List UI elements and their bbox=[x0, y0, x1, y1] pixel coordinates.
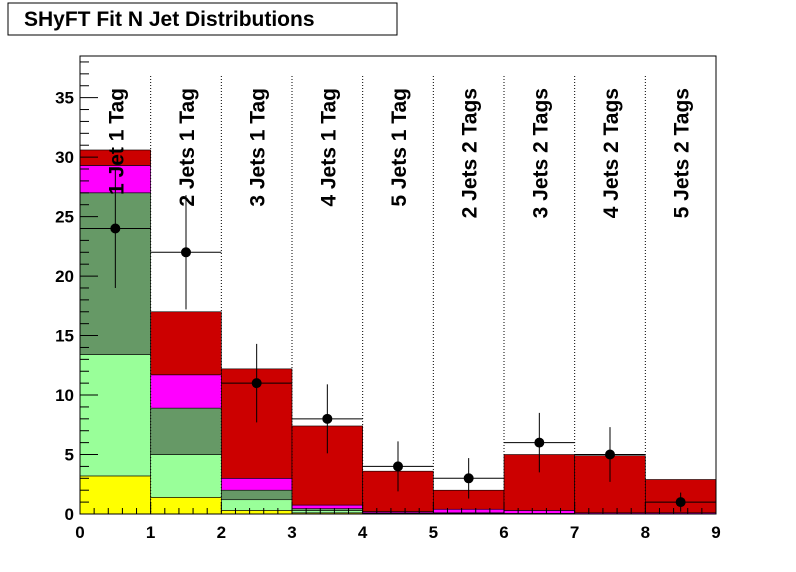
bar-series-3-bin-2 bbox=[221, 478, 293, 491]
observed-point-2 bbox=[251, 378, 262, 389]
y-tick-label-5: 25 bbox=[55, 208, 74, 227]
plot-frame bbox=[79, 55, 717, 515]
y-tick-label-3: 15 bbox=[55, 327, 74, 346]
x-tick-label-4: 4 bbox=[358, 523, 368, 542]
bar-series-0-bin-2 bbox=[221, 510, 293, 515]
x-tick-label-7: 7 bbox=[570, 523, 579, 542]
bar-series-4-bin-1 bbox=[150, 311, 222, 376]
bin-label-0: 1 Jet 1 Tag bbox=[105, 88, 128, 195]
x-tick-label-1: 1 bbox=[146, 523, 155, 542]
bar-series-0-bin-0 bbox=[79, 475, 151, 515]
x-tick-label-5: 5 bbox=[429, 523, 438, 542]
bar-series-3-bin-3 bbox=[291, 504, 363, 509]
bar-series-3-bin-5 bbox=[433, 508, 505, 514]
x-tick-label-8: 8 bbox=[641, 523, 650, 542]
observed-point-5 bbox=[463, 473, 474, 484]
y-tick-label-1: 5 bbox=[65, 446, 74, 465]
chart-title-box: SHyFT Fit N Jet Distributions bbox=[7, 2, 398, 36]
observed-point-3 bbox=[322, 413, 333, 424]
bar-series-2-bin-2 bbox=[221, 489, 293, 501]
observed-point-1 bbox=[181, 247, 191, 258]
x-tick-label-9: 9 bbox=[711, 523, 720, 542]
bar-series-2-bin-1 bbox=[150, 407, 222, 455]
bin-label-5: 2 Jets 2 Tags bbox=[459, 88, 482, 218]
y-tick-label-6: 30 bbox=[55, 148, 74, 167]
y-tick-label-0: 0 bbox=[65, 505, 74, 524]
y-tick-label-2: 10 bbox=[55, 386, 74, 405]
observed-point-8 bbox=[675, 497, 686, 508]
bar-series-1-bin-1 bbox=[150, 454, 222, 498]
bar-series-1-bin-3 bbox=[291, 510, 363, 514]
y-tick-label-7: 35 bbox=[55, 89, 74, 108]
bin-label-1: 2 Jets 1 Tag bbox=[176, 88, 199, 207]
bin-label-7: 4 Jets 2 Tags bbox=[600, 88, 623, 218]
bin-label-3: 4 Jets 1 Tag bbox=[317, 88, 340, 207]
plot-area: 1 Jet 1 Tag 2 Jets 1 Tag 3 Jets 1 Tag 4 Jet… bbox=[55, 55, 721, 542]
bar-series-0-bin-1 bbox=[150, 497, 222, 515]
bar-series-1-bin-2 bbox=[221, 499, 293, 511]
bar-series-3-bin-1 bbox=[150, 374, 222, 409]
bin-label-2: 3 Jets 1 Tag bbox=[247, 88, 270, 207]
observed-point-0 bbox=[110, 223, 121, 234]
x-tick-label-2: 2 bbox=[217, 523, 226, 542]
x-tick-label-0: 0 bbox=[75, 523, 84, 542]
observed-point-6 bbox=[534, 437, 545, 448]
bin-label-4: 5 Jets 1 Tag bbox=[388, 88, 411, 207]
x-tick-label-3: 3 bbox=[287, 523, 296, 542]
observed-point-7 bbox=[605, 449, 615, 460]
observed-point-4 bbox=[393, 461, 403, 472]
bar-series-1-bin-0 bbox=[79, 354, 151, 477]
chart-title: SHyFT Fit N Jet Distributions bbox=[24, 8, 315, 31]
y-tick-label-4: 20 bbox=[55, 267, 74, 286]
x-tick-label-6: 6 bbox=[499, 523, 508, 542]
bin-label-8: 5 Jets 2 Tags bbox=[671, 88, 694, 218]
bin-label-6: 3 Jets 2 Tags bbox=[529, 88, 552, 218]
bar-series-3-bin-6 bbox=[503, 510, 575, 514]
